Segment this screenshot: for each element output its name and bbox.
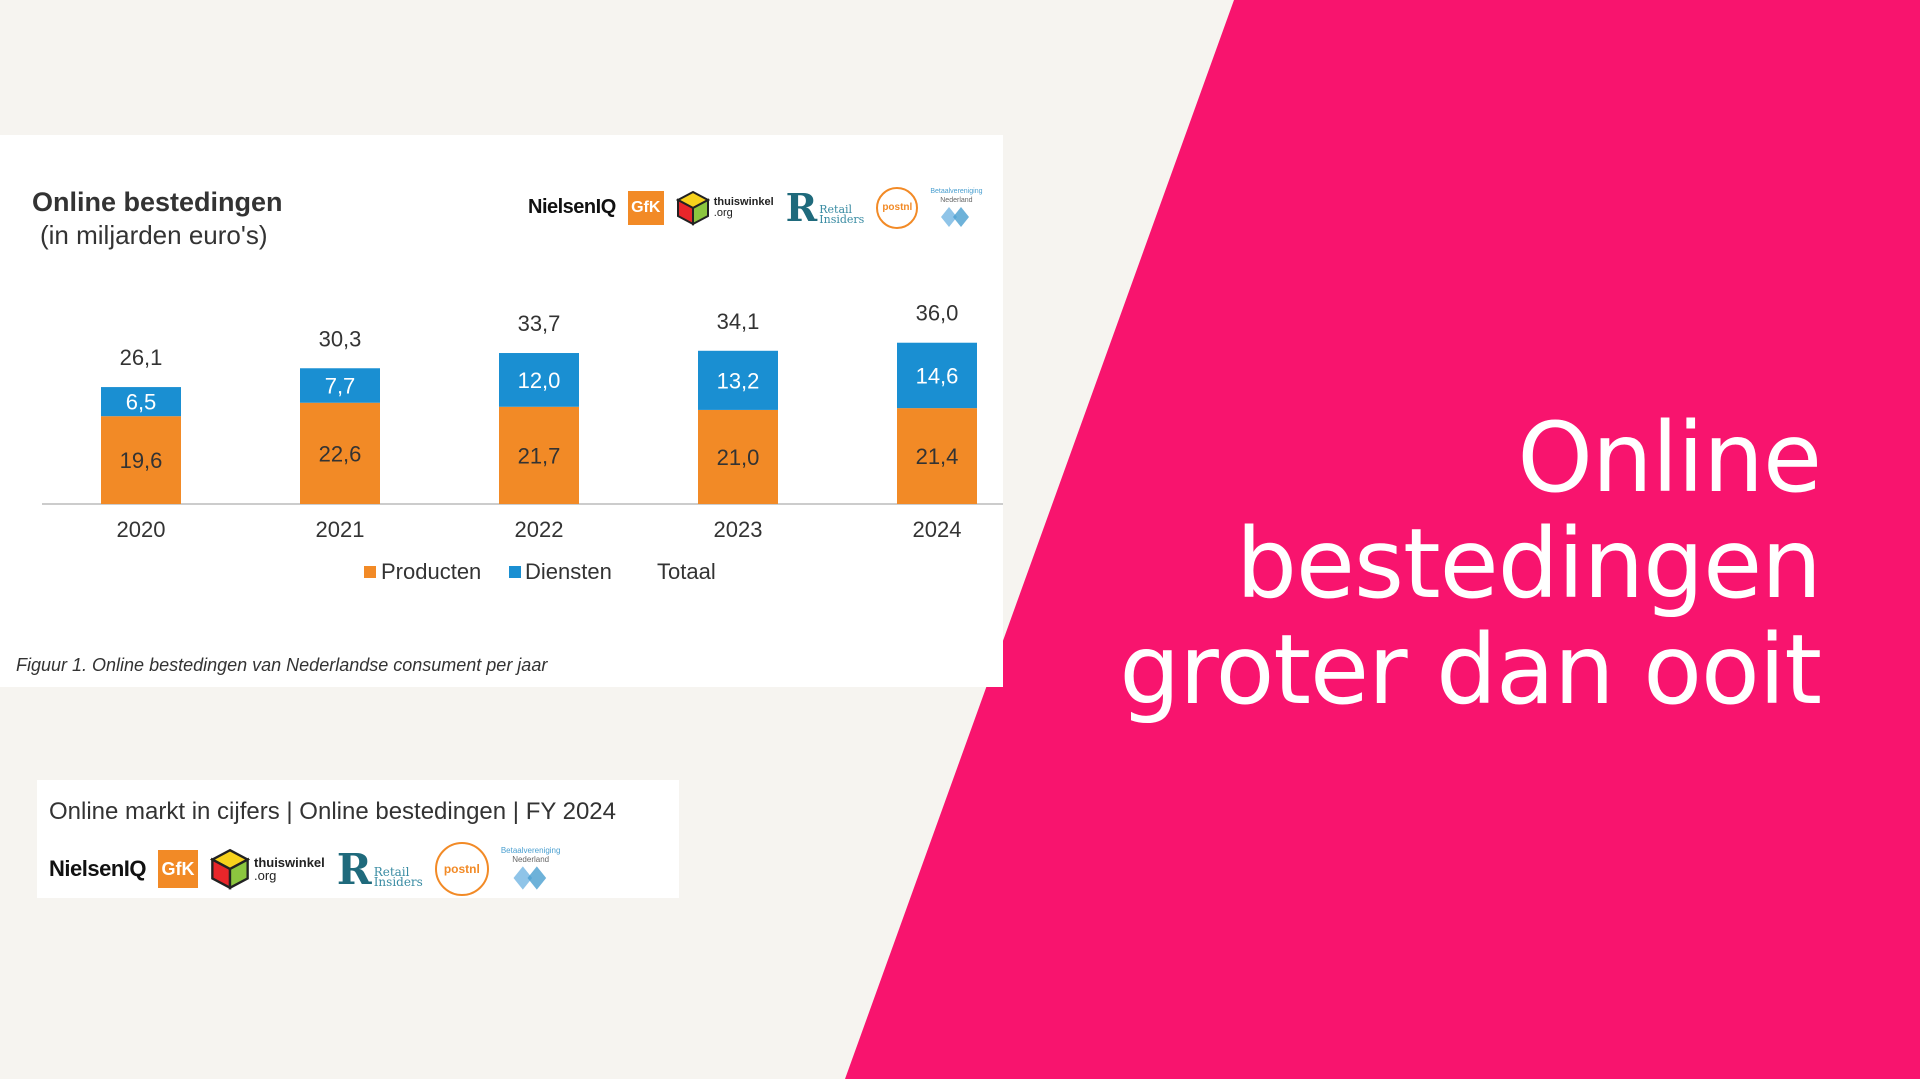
headline: Online bestedingen groter dan ooit xyxy=(921,402,1822,726)
thuiswinkel-org-label-bottom: .org xyxy=(253,868,277,883)
data-label-diensten-2022: 12,0 xyxy=(518,368,561,393)
bottom-logos: NielsenIQ GfK thuiswinkel .org R Retail … xyxy=(49,842,572,896)
betaal-line-2: Nederland xyxy=(940,196,973,204)
headline-line-3: groter dan ooit xyxy=(1119,614,1822,726)
x-tick-label-2021: 2021 xyxy=(316,517,365,542)
data-label-diensten-2021: 7,7 xyxy=(325,374,356,399)
betaal-diamond-icon xyxy=(941,206,970,227)
bar-producten-2021 xyxy=(300,402,380,504)
legend-swatch-diensten xyxy=(509,566,521,578)
chart-logos: NielsenIQ GfK thuiswinkel .org R Retail … xyxy=(528,185,994,230)
retail-line-1: Retail xyxy=(819,202,853,216)
data-label-producten-2021: 22,6 xyxy=(319,441,362,466)
data-label-producten-2023: 21,0 xyxy=(717,445,760,470)
retail-insiders-logo-bottom: R Retail Insiders xyxy=(337,845,423,894)
data-label-diensten-2020: 6,5 xyxy=(126,390,157,415)
legend-label-diensten: Diensten xyxy=(525,559,612,584)
retail-line-1-bottom: Retail xyxy=(373,865,410,879)
thuiswinkel-org-label: .org xyxy=(713,206,733,219)
bar-diensten-2023 xyxy=(698,350,778,410)
bar-producten-2023 xyxy=(698,409,778,504)
total-label-2021: 30,3 xyxy=(319,326,362,351)
bar-producten-2024 xyxy=(897,408,977,504)
bar-diensten-2021 xyxy=(300,368,380,403)
thuiswinkel-cube-icon-bottom xyxy=(209,848,250,890)
betaalvereniging-logo: Betaalvereniging Nederland xyxy=(930,187,982,229)
chart-title: Online bestedingen xyxy=(32,187,283,217)
total-label-2024: 36,0 xyxy=(916,301,959,326)
bar-diensten-2020 xyxy=(101,387,181,417)
betaalvereniging-logo-bottom: Betaalvereniging Nederland xyxy=(500,846,561,892)
bar-producten-2022 xyxy=(499,406,579,504)
betaal-line-1: Betaalvereniging xyxy=(930,187,983,195)
data-label-producten-2020: 19,6 xyxy=(120,448,163,473)
bar-producten-2020 xyxy=(101,416,181,504)
retail-insiders-logo: R Retail Insiders xyxy=(786,185,865,230)
legend-label-producten: Producten xyxy=(381,559,481,584)
thuiswinkel-label: thuiswinkel xyxy=(713,195,774,208)
thuiswinkel-logo-bottom: thuiswinkel .org xyxy=(209,847,325,891)
figure-caption: Figuur 1. Online bestedingen van Nederla… xyxy=(16,655,548,675)
headline-line-1: Online xyxy=(1517,402,1822,514)
x-tick-label-2020: 2020 xyxy=(117,517,166,542)
x-tick-label-2024: 2024 xyxy=(913,517,962,542)
chart-subtitle: (in miljarden euro's) xyxy=(40,220,268,250)
data-label-producten-2022: 21,7 xyxy=(518,443,561,468)
total-label-2023: 34,1 xyxy=(717,309,760,334)
bottom-title-bar: Online markt in cijfers | Online bestedi… xyxy=(37,780,679,840)
gfk-logo-bottom: GfK xyxy=(157,850,198,888)
legend-swatch-producten xyxy=(364,566,376,578)
thuiswinkel-logo: thuiswinkel .org xyxy=(675,190,774,226)
postnl-logo: postnl xyxy=(876,186,919,229)
nielseniq-logo-bottom: NielsenIQ xyxy=(49,856,146,881)
total-label-2020: 26,1 xyxy=(120,345,163,370)
retail-r-mark: R xyxy=(785,185,818,230)
total-label-2022: 33,7 xyxy=(518,311,561,336)
bottom-card-title: Online markt in cijfers | Online bestedi… xyxy=(49,798,616,825)
betaal-line-2-bottom: Nederland xyxy=(512,855,550,864)
legend-label-totaal: Totaal xyxy=(657,559,716,584)
bottom-card: Online markt in cijfers | Online bestedi… xyxy=(37,780,679,898)
nielseniq-logo: NielsenIQ xyxy=(528,196,616,218)
x-tick-label-2023: 2023 xyxy=(714,517,763,542)
x-tick-label-2022: 2022 xyxy=(515,517,564,542)
data-label-diensten-2023: 13,2 xyxy=(717,368,760,393)
retail-line-2: Insiders xyxy=(819,212,865,226)
chart-card: Online bestedingen (in miljarden euro's)… xyxy=(0,135,1003,687)
thuiswinkel-label-bottom: thuiswinkel xyxy=(253,855,325,870)
thuiswinkel-cube-icon xyxy=(675,190,710,226)
headline-line-2: bestedingen xyxy=(1235,508,1822,620)
bar-diensten-2024 xyxy=(897,342,977,409)
data-label-diensten-2024: 14,6 xyxy=(916,363,959,388)
betaal-diamond-icon-bottom xyxy=(513,866,546,890)
postnl-logo-bottom: postnl xyxy=(434,842,489,896)
betaal-line-1-bottom: Betaalvereniging xyxy=(500,846,561,855)
bar-chart: 19,6 6,5 26,1 2020 22,6 7,7 30,3 2021 21,7 12,0 33… xyxy=(42,301,1003,584)
retail-r-mark-bottom: R xyxy=(336,844,372,894)
bar-diensten-2022 xyxy=(499,353,579,407)
data-label-producten-2024: 21,4 xyxy=(916,444,959,469)
retail-line-2-bottom: Insiders xyxy=(373,875,423,889)
gfk-logo: GfK xyxy=(627,190,664,225)
